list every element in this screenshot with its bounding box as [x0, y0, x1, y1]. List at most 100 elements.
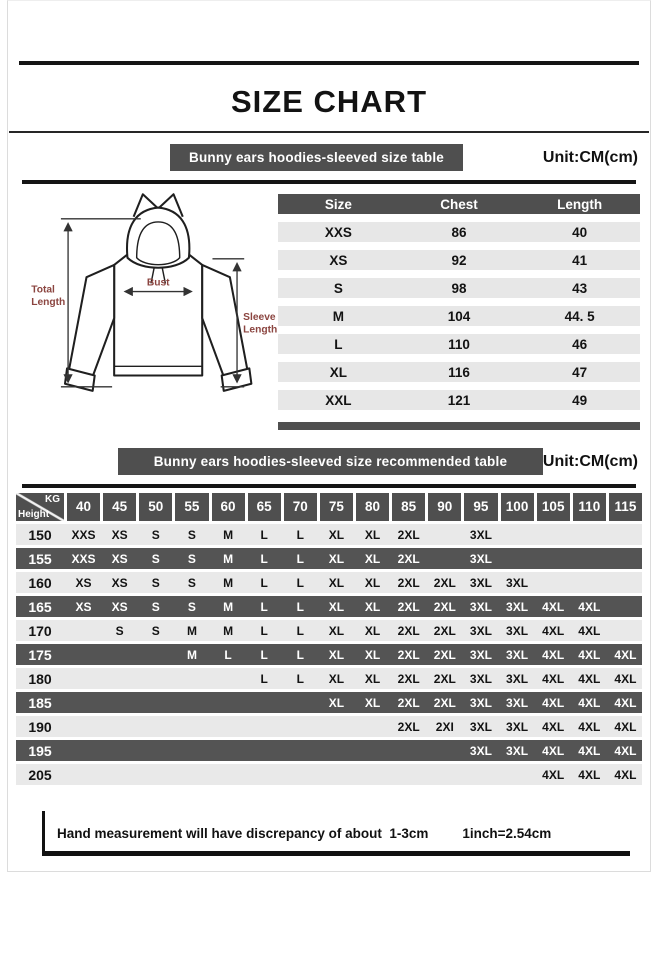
weight-header-cell: 85	[392, 493, 426, 521]
matrix-value-cell: XL	[328, 599, 345, 614]
matrix-value-cell: 3XL	[469, 623, 492, 638]
matrix-value-cell: XL	[364, 695, 381, 710]
size-table-cell: 44. 5	[564, 308, 595, 324]
hoodie-right-sleeve	[201, 263, 249, 378]
matrix-value-cell: 4XL	[542, 695, 565, 710]
matrix-value-cell: L	[260, 551, 268, 566]
title-rule	[9, 131, 649, 133]
matrix-value-cell: 4XL	[578, 719, 601, 734]
matrix-value-cell: S	[151, 575, 160, 590]
corner-height-label: Height	[18, 509, 50, 520]
matrix-value-cell: XL	[364, 647, 381, 662]
weight-header-cell: 100	[500, 493, 534, 521]
size-table-row: XXL 121 49	[278, 390, 640, 410]
size-table-cell: 110	[448, 336, 470, 352]
matrix-value-cell: M	[223, 575, 234, 590]
size-table-header: Size Chest Length	[278, 194, 640, 214]
matrix-value-cell: M	[223, 551, 234, 566]
matrix-value-cell: S	[115, 623, 124, 638]
size-table-row: XS 92 41	[278, 250, 640, 270]
hoodie-hood-opening	[135, 221, 181, 266]
matrix-value-cell: 4XL	[614, 671, 637, 686]
size-table-cell: 98	[451, 280, 467, 296]
top-spacer	[8, 1, 650, 61]
matrix-value-cell: S	[187, 575, 196, 590]
weight-header-cell: 95	[464, 493, 498, 521]
size-table-cell: 49	[572, 392, 588, 408]
matrix-value-cell: L	[296, 527, 304, 542]
hoodie-diagram: Total Length Bust Sleeve Length	[22, 190, 278, 432]
weight-header-cell: 70	[283, 493, 317, 521]
matrix-value-cell: 3XL	[506, 695, 529, 710]
weight-header-cell: 110	[572, 493, 606, 521]
footer-note-box: Hand measurement will have discrepancy o…	[42, 811, 630, 856]
matrix-value-cell: 4XL	[578, 599, 601, 614]
size-table-cell: XXS	[324, 224, 352, 240]
size-table-row: S 98 43	[278, 278, 640, 298]
matrix-value-cell: 2XL	[433, 695, 456, 710]
matrix-row: 185 XL XL 2XL 2XL 3XL 3XL 4XL 4XL 4XL	[16, 692, 642, 713]
matrix-value-cell: 3XL	[469, 527, 492, 542]
weight-header-cell: 115	[608, 493, 642, 521]
matrix-row: 150 XXS XS S S M L L XL XL 2XL 3XL	[16, 524, 642, 545]
matrix-value-cell: 3XL	[469, 599, 492, 614]
hoodie-drawstrings	[150, 267, 167, 284]
matrix-value-cell: XXS	[71, 551, 96, 566]
weight-header-cell: 40	[67, 493, 101, 521]
hoodie-hood	[125, 206, 191, 269]
matrix-value-cell: XXS	[71, 527, 96, 542]
height-label-cell: 175	[28, 646, 52, 663]
matrix-value-cell: 3XL	[506, 575, 529, 590]
matrix-value-cell: XL	[364, 527, 381, 542]
matrix-value-cell: 2XL	[397, 551, 420, 566]
matrix-value-cell: XL	[328, 527, 345, 542]
size-table-bottom-bar	[278, 422, 640, 430]
matrix-value-cell: L	[296, 575, 304, 590]
matrix-value-cell: 2XI	[435, 719, 454, 734]
matrix-value-cell: XL	[328, 695, 345, 710]
matrix-body: 150 XXS XS S S M L L XL XL 2XL 3XL 155 XXS XS S S M L L XL XL…	[16, 524, 642, 785]
matrix-value-cell: XL	[364, 575, 381, 590]
matrix-value-cell: 3XL	[506, 623, 529, 638]
size-table-cell: S	[333, 280, 343, 296]
matrix-row: 205 4XL 4XL 4XL	[16, 764, 642, 785]
matrix-value-cell: XS	[75, 599, 92, 614]
size-table-body: XXS 86 40 XS 92 41 S 98 43 M 104 44. 5 L 110 46 XL 116 47…	[278, 222, 640, 410]
matrix-row: 195 3XL 3XL 4XL 4XL 4XL	[16, 740, 642, 761]
section1-body: Total Length Bust Sleeve Length Size Chest…	[22, 184, 642, 432]
matrix-value-cell: 3XL	[506, 599, 529, 614]
size-table: Size Chest Length XXS 86 40 XS 92 41 S 98 43 M 104…	[278, 194, 640, 432]
matrix-value-cell: L	[296, 551, 304, 566]
height-label-cell: 185	[28, 694, 52, 711]
size-table-cell: 41	[572, 252, 588, 268]
section2-banner: Bunny ears hoodies-sleeved size recommen…	[118, 448, 543, 475]
section1-rule	[22, 180, 636, 184]
matrix-value-cell: M	[223, 527, 234, 542]
height-label-cell: 195	[28, 742, 52, 759]
matrix-value-cell: 4XL	[614, 743, 637, 758]
matrix-row: 165 XS XS S S M L L XL XL 2XL 2XL 3XL 3XL 4XL 4XL	[16, 596, 642, 617]
weight-header-cell: 60	[211, 493, 245, 521]
matrix-value-cell: 2XL	[397, 623, 420, 638]
matrix-row: 175 M L L L XL XL 2XL 2XL 3XL 3XL 4XL 4XL 4XL	[16, 644, 642, 665]
top-rule	[19, 61, 639, 65]
matrix-value-cell: S	[151, 551, 160, 566]
weight-header-cell: 90	[428, 493, 462, 521]
chest-column-header: Chest	[440, 196, 478, 212]
height-label-cell: 170	[28, 622, 52, 639]
size-table-row: L 110 46	[278, 334, 640, 354]
matrix-value-cell: 4XL	[578, 671, 601, 686]
matrix-value-cell: 3XL	[506, 671, 529, 686]
matrix-value-cell: L	[296, 671, 304, 686]
matrix-value-cell: 2XL	[397, 527, 420, 542]
matrix-value-cell: L	[260, 527, 268, 542]
matrix-value-cell: L	[260, 671, 268, 686]
matrix-value-cell: S	[187, 527, 196, 542]
height-label-cell: 205	[28, 766, 52, 783]
matrix-value-cell: L	[260, 599, 268, 614]
matrix-value-cell: 3XL	[469, 671, 492, 686]
matrix-value-cell: 4XL	[542, 743, 565, 758]
matrix-row: 190 2XL 2XI 3XL 3XL 4XL 4XL 4XL	[16, 716, 642, 737]
sleeve-length-label: Sleeve Length	[243, 312, 277, 335]
matrix-value-cell: 4XL	[578, 623, 601, 638]
